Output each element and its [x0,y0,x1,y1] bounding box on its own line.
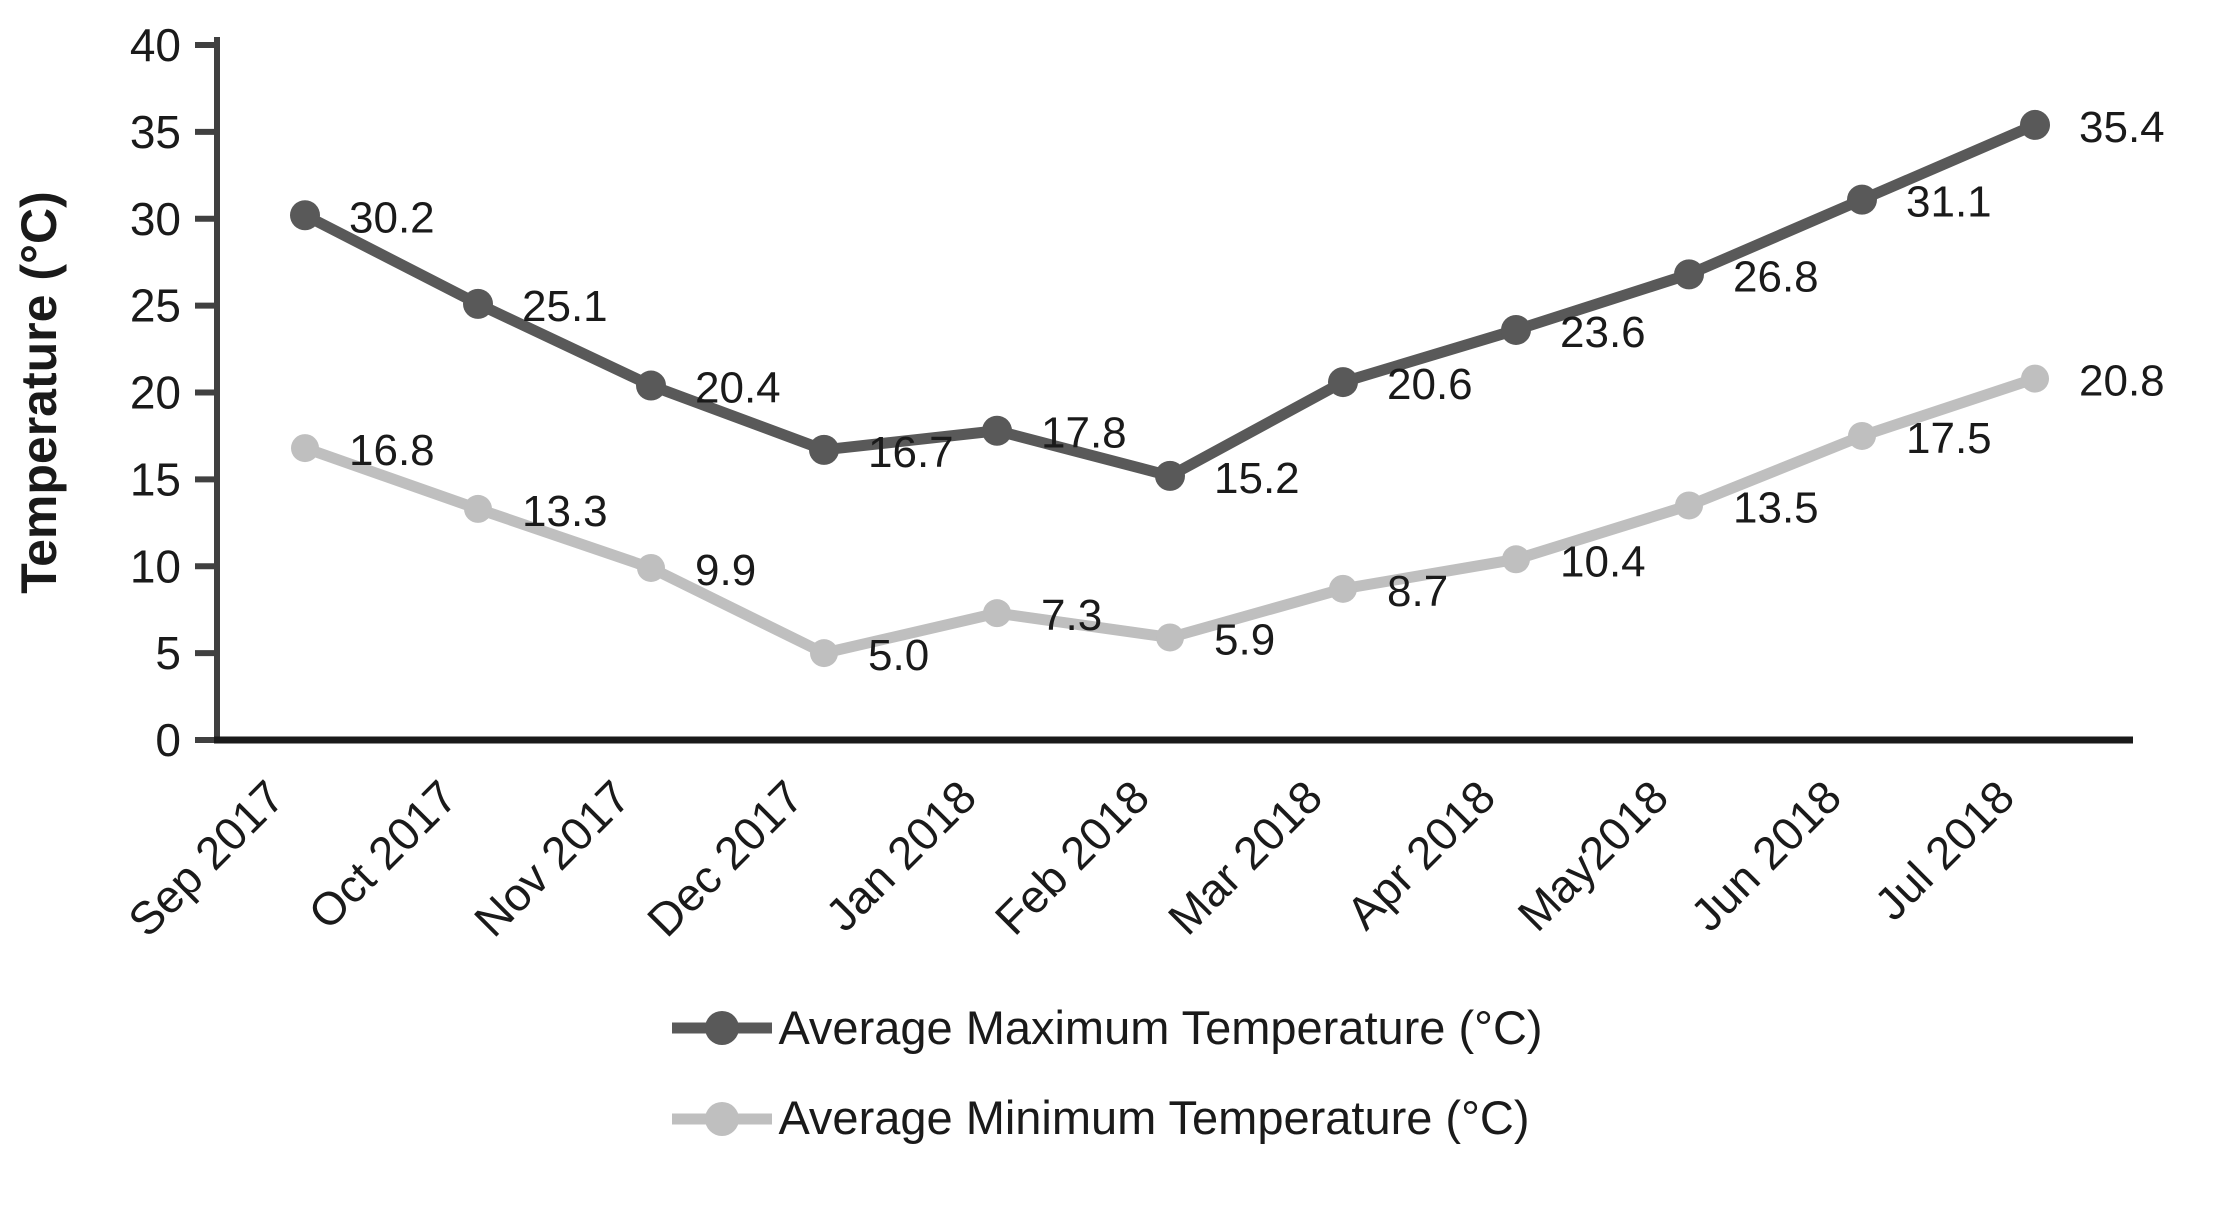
x-tick-label: Mar 2018 [1158,770,1332,944]
data-point-marker [983,599,1011,628]
legend-max-line-marker-icon [672,1011,773,1046]
data-point-marker [1328,367,1358,398]
data-point-label: 5.0 [868,631,929,680]
data-point-label: 31.1 [1906,178,1992,227]
data-point-label: 16.8 [349,426,435,475]
data-point-marker [810,639,838,668]
data-point-marker [1847,184,1877,215]
x-tick-label: Feb 2018 [985,770,1159,944]
data-point-label: 16.7 [868,428,954,477]
x-tick-label: May2018 [1507,770,1678,941]
x-tick-label: Apr 2018 [1336,770,1505,939]
data-point-label: 9.9 [695,546,756,595]
data-point-marker [1502,545,1530,574]
y-tick-label: 25 [130,280,181,332]
data-point-label: 15.2 [1214,454,1300,503]
y-tick-label: 0 [155,714,181,766]
y-tick-label: 10 [130,540,181,592]
x-tick-label: Jun 2018 [1680,770,1851,941]
data-point-marker [2021,364,2049,393]
axis-titles: Temperature (°C) [11,191,67,593]
data-point-marker [290,200,320,231]
data-point-marker [291,434,319,463]
legend-label-min: Average Minimum Temperature (°C) [778,1091,1530,1145]
data-point-marker [1675,491,1703,520]
legend-item-min: Average Minimum Temperature (°C) [670,1090,1529,1146]
y-tick-label: 5 [155,627,181,679]
legend-item-max: Average Maximum Temperature (°C) [670,1000,1543,1056]
chart-legend: Average Maximum Temperature (°C) Average… [0,1000,2213,1147]
x-tick-label: Jan 2018 [815,770,986,941]
y-axis-title: Temperature (°C) [11,191,67,593]
data-point-label: 8.7 [1387,567,1448,616]
x-tick-label: Oct 2017 [298,770,467,939]
data-point-label: 25.1 [522,282,608,331]
data-point-label: 30.2 [349,193,435,242]
data-point-marker [1501,314,1531,345]
y-tick-label: 35 [130,106,181,158]
legend-min-line-marker-icon [672,1101,773,1136]
data-point-label: 20.4 [695,364,781,413]
data-point-label: 20.6 [1387,360,1473,409]
x-tick-label: Jul 2018 [1864,770,2024,930]
x-tick-label: Sep 2017 [118,770,294,946]
data-series [290,109,2050,668]
data-point-label: 17.5 [1906,414,1992,463]
data-point-marker [463,288,493,319]
legend-label-max: Average Maximum Temperature (°C) [778,1001,1543,1054]
data-point-label: 5.9 [1214,615,1275,664]
y-tick-label: 30 [130,193,181,245]
data-point-marker [637,553,665,582]
data-point-marker [809,434,839,465]
data-point-marker [1674,259,1704,290]
data-point-label: 23.6 [1560,308,1646,357]
data-point-marker [1156,623,1184,652]
x-tick-label: Dec 2017 [637,770,813,946]
data-point-label: 17.8 [1041,409,1127,458]
data-point-marker [2020,109,2050,140]
data-point-label: 26.8 [1733,252,1819,301]
data-point-label: 13.3 [522,487,608,536]
data-point-labels: 30.2 25.1 20.4 16.7 17.8 15.2 20.6 23.6 26.8 31.1… [349,103,2165,680]
y-tick-label: 40 [130,19,181,71]
y-tick-label: 15 [130,453,181,505]
data-point-label: 35.4 [2079,103,2165,152]
x-tick-label: Nov 2017 [464,770,640,946]
axis-lines [214,37,2133,744]
data-point-marker [1848,421,1876,450]
data-point-marker [1329,574,1357,603]
data-point-marker [1155,460,1185,491]
data-point-label: 10.4 [1560,537,1646,586]
data-point-marker [982,415,1012,446]
data-point-label: 20.8 [2079,357,2165,406]
data-point-marker [636,370,666,401]
data-point-label: 13.5 [1733,483,1819,532]
y-tick-label: 20 [130,367,181,419]
data-point-marker [464,494,492,523]
data-point-label: 7.3 [1041,591,1102,640]
